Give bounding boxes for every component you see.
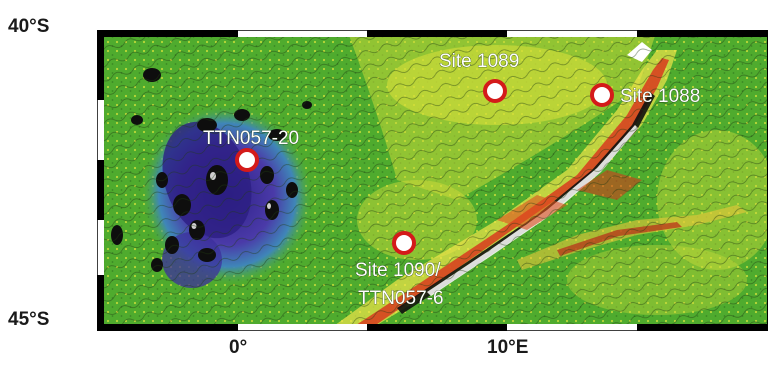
site-marker-1088[interactable] (590, 83, 614, 107)
site-label-ttn057-20: TTN057-20 (203, 128, 299, 149)
site-marker-1089[interactable] (483, 79, 507, 103)
site-label-1090-line2: TTN057-6 (358, 288, 444, 309)
site-marker-1090[interactable] (392, 231, 416, 255)
longitude-label-0: 0° (229, 337, 248, 358)
site-label-1090-line1: Site 1090/ (355, 260, 441, 281)
longitude-label-10e: 10°E (487, 337, 529, 358)
latitude-label-40s: 40°S (8, 16, 50, 37)
site-label-1089: Site 1089 (439, 51, 519, 72)
bathymetry-map: TTN057-20 Site 1089 Site 1088 Site 1090/… (97, 30, 768, 331)
site-label-1088: Site 1088 (620, 86, 700, 107)
map-frame-border (97, 30, 768, 331)
latitude-label-45s: 45°S (8, 309, 50, 330)
site-marker-ttn057-20[interactable] (235, 148, 259, 172)
